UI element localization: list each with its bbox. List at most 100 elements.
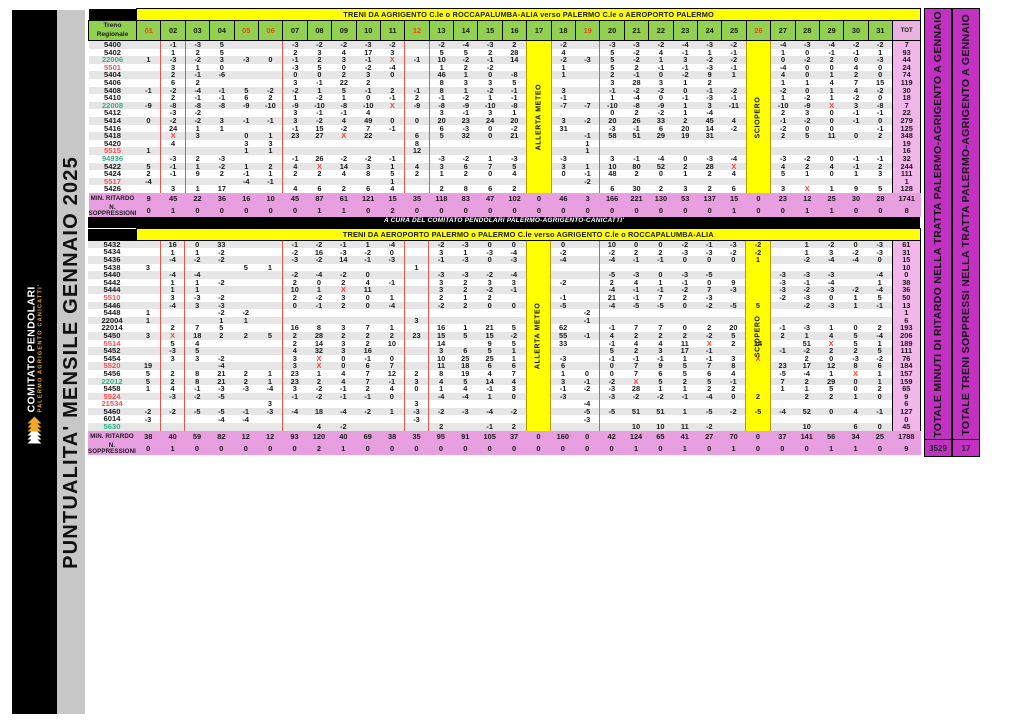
cell-day-17	[526, 116, 552, 125]
cell-day-17	[526, 162, 552, 171]
summary-cell: 42	[599, 430, 624, 443]
cell-day-02: -4	[159, 256, 185, 264]
cell-day-02: 3	[160, 63, 186, 72]
cell-day-24: 2	[697, 185, 722, 193]
cell-day-20: 10	[598, 240, 624, 249]
cell-day-30: 0	[843, 324, 868, 332]
cell-day-20	[598, 316, 624, 325]
cell-day-04: -2	[209, 354, 234, 363]
summary-cell: 0	[648, 442, 673, 456]
cell-day-05	[233, 400, 258, 408]
cell-day-19	[575, 124, 600, 133]
cell-day-10	[356, 139, 381, 148]
summary-label: MIN. RITARDO	[88, 430, 136, 443]
cell-day-27: -4	[769, 407, 795, 416]
cell-day-24: -3	[697, 154, 722, 163]
cell-day-25	[721, 309, 746, 317]
cell-day-26: 14	[745, 339, 771, 348]
cell-day-15	[477, 147, 503, 155]
cell-day-02: 2	[159, 377, 185, 386]
summary-cell: 0	[770, 442, 795, 456]
cell-day-26: 1	[745, 256, 771, 264]
cell-day-14: -3	[453, 124, 478, 133]
cell-day-09: -2	[331, 271, 356, 279]
cell-day-12: -1	[404, 86, 430, 95]
summary-cell: 0	[477, 442, 502, 456]
cell-day-22	[648, 263, 673, 272]
summary-cell: 93	[282, 430, 307, 443]
cell-day-31: 1	[867, 278, 893, 287]
cell-day-13	[428, 316, 454, 325]
cell-day-06	[258, 124, 283, 133]
row-total: 93	[892, 48, 922, 57]
cell-day-03: 1	[184, 63, 210, 72]
cell-day-07	[281, 263, 307, 272]
cell-day-31: 2	[868, 132, 893, 140]
table-row: 5434 1 1 -2 -2 16 -3 -2 0 3 1 -3 -4 -2 -2 2 2 -3 -3 -2 -2 1 3-…	[88, 248, 922, 256]
cell-day-18: 33	[550, 339, 576, 348]
cell-day-20: -10	[599, 101, 625, 110]
cell-day-31	[867, 316, 893, 325]
column-header-day-10: 10	[355, 20, 381, 41]
cell-day-24: -4	[697, 109, 722, 117]
cell-day-11: -1	[380, 94, 405, 102]
cell-day-13: -3	[428, 154, 454, 163]
train-number: 5442	[88, 279, 136, 287]
train-number: 21534	[88, 400, 136, 408]
summary-cell: 0	[770, 204, 796, 218]
cell-day-01	[136, 185, 161, 193]
cell-day-06: -1	[258, 116, 283, 125]
cell-day-16: 2	[502, 185, 527, 193]
cell-day-03: -2	[184, 392, 210, 401]
cell-day-23: -1	[672, 392, 697, 401]
cell-day-12	[404, 177, 430, 186]
cell-day-09: 22	[331, 78, 357, 87]
cell-day-17	[526, 56, 552, 64]
cell-day-02: -4	[159, 271, 185, 279]
cell-day-29: -3	[818, 271, 844, 279]
cell-day-15: 4	[477, 369, 502, 378]
summary-cell: 2	[380, 204, 405, 218]
cell-day-22: 4	[648, 339, 673, 348]
cell-day-20: 3	[599, 154, 625, 163]
cell-day-11: 5	[380, 170, 405, 178]
cell-day-05: 3	[234, 139, 259, 148]
cell-day-08: 18	[306, 407, 332, 416]
cell-day-20: -4	[598, 256, 624, 264]
summary-cell: 83	[453, 192, 478, 205]
cell-day-17	[525, 415, 552, 424]
cell-day-17	[525, 293, 552, 302]
cell-day-31: 0	[867, 392, 893, 401]
cell-day-08: 8	[306, 324, 332, 332]
cell-day-06	[258, 71, 283, 79]
summary-cell: 0	[526, 442, 551, 456]
cell-day-01	[136, 124, 161, 133]
cell-day-12: 12	[404, 147, 430, 155]
train-number: 5456	[88, 370, 136, 378]
cell-day-15: 0	[477, 240, 502, 249]
cell-day-23: 2	[672, 293, 697, 302]
cell-day-13: 5	[428, 132, 454, 140]
cell-day-28: 52	[794, 407, 819, 416]
cell-day-17	[525, 316, 552, 325]
cell-day-29	[819, 177, 844, 186]
cell-day-02	[159, 309, 185, 317]
train-number: 5426	[88, 185, 137, 193]
cell-day-02: 16	[159, 240, 185, 249]
cell-day-23: 1	[672, 407, 697, 416]
summary-cell: 0	[526, 430, 551, 443]
cell-day-02: -3	[160, 154, 186, 163]
cell-day-12	[404, 78, 430, 87]
cell-day-05	[234, 109, 259, 117]
cell-day-17	[525, 240, 552, 249]
cell-day-07: 16	[281, 324, 307, 332]
cell-day-17	[525, 354, 552, 363]
train-number: 22006	[88, 56, 137, 64]
cell-day-16: -1	[502, 94, 527, 102]
row-total: 9	[891, 392, 922, 401]
cell-day-20: -3	[598, 392, 624, 401]
cell-day-14: 2	[453, 63, 478, 72]
table-row: 5454 3 3 -2 3 X 0 -1 0 10 25 25 1 -3 -1 -1 -1 1 -1 3 X 2 0 -3 -2…	[88, 354, 922, 363]
cell-day-07: 0	[281, 301, 307, 310]
cell-day-17	[526, 78, 552, 87]
